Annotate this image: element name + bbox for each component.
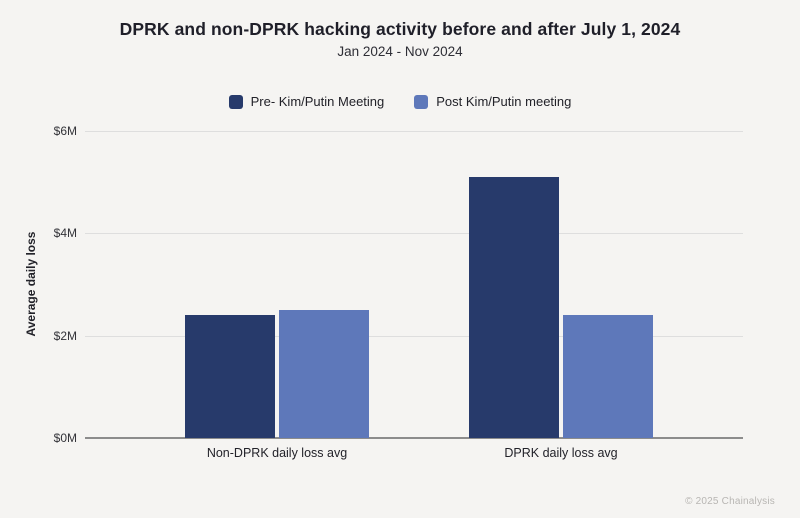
legend-label-post: Post Kim/Putin meeting bbox=[436, 94, 572, 109]
gridline-6 bbox=[85, 131, 743, 132]
bar-post-dprk bbox=[563, 315, 653, 438]
gridline-4 bbox=[85, 233, 743, 235]
legend-swatch-pre-icon bbox=[228, 94, 243, 109]
bar-pre-non-dprk bbox=[185, 315, 275, 438]
legend: Pre- Kim/Putin Meeting Post Kim/Putin me… bbox=[0, 94, 800, 109]
x-axis-label: Non-DPRK daily loss avg bbox=[206, 446, 348, 460]
legend-item-pre: Pre- Kim/Putin Meeting bbox=[228, 94, 385, 109]
bar-post-non-dprk bbox=[279, 310, 369, 438]
bar-pre-dprk bbox=[469, 177, 559, 438]
y-axis-title: Average daily loss bbox=[24, 231, 38, 337]
legend-swatch-post-icon bbox=[414, 94, 429, 109]
copyright-note: © 2025 Chainalysis bbox=[685, 496, 775, 507]
y-tick-label: $4M bbox=[53, 226, 77, 241]
plot-area: $6M $4M $2M $0M Non-DPRK daily loss avg DPRK… bbox=[54, 124, 743, 460]
y-tick-label: $0M bbox=[53, 431, 77, 445]
x-axis-label: DPRK daily loss avg bbox=[504, 446, 618, 460]
legend-label-pre: Pre- Kim/Putin Meeting bbox=[250, 94, 385, 109]
chart-title: DPRK and non-DPRK hacking activity befor… bbox=[119, 19, 681, 39]
gridline-2 bbox=[85, 335, 743, 337]
y-tick-label: $6M bbox=[53, 124, 77, 138]
gridline-0 bbox=[85, 437, 743, 439]
y-tick-label: $2M bbox=[53, 328, 77, 343]
chart-subtitle: Jan 2024 - Nov 2024 bbox=[337, 44, 463, 59]
legend-item-post: Post Kim/Putin meeting bbox=[414, 94, 571, 109]
